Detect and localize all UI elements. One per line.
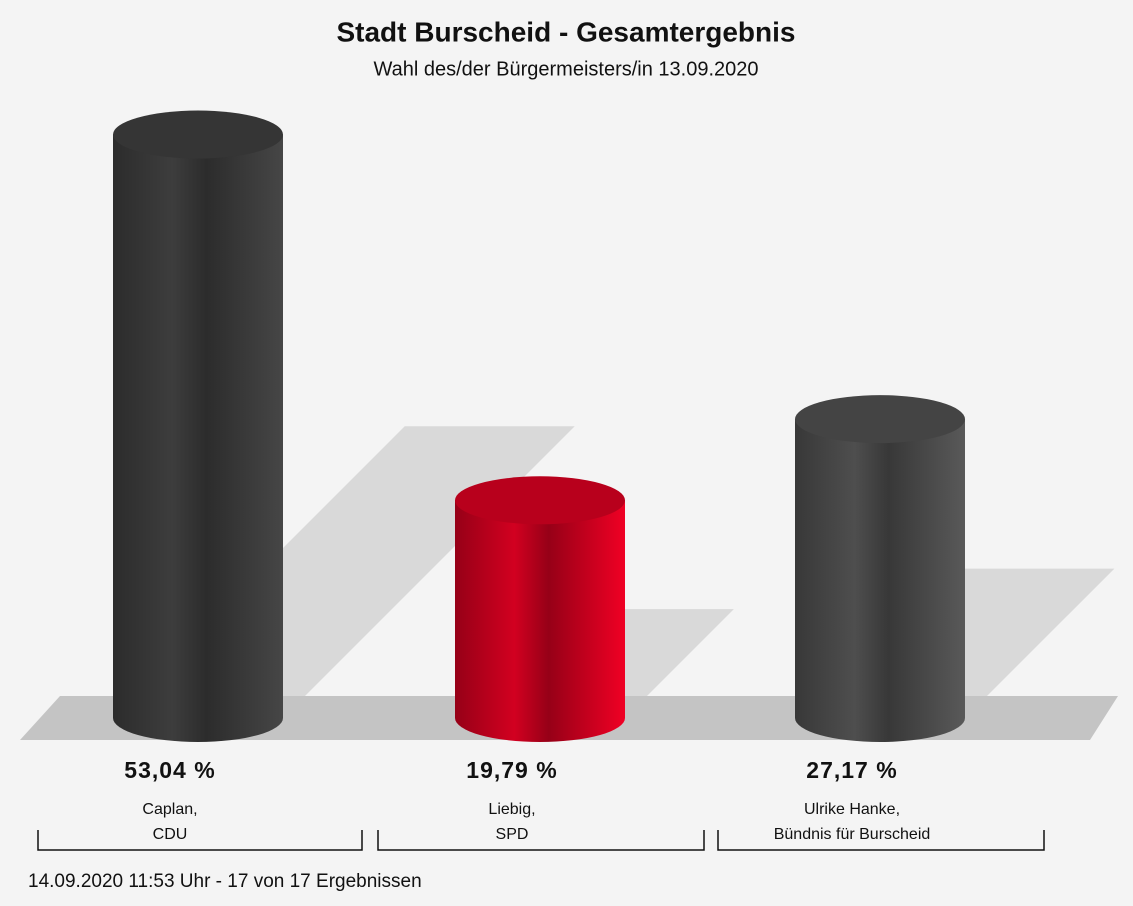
bar bbox=[795, 419, 965, 742]
category-label: Caplan, bbox=[142, 801, 197, 818]
bar bbox=[113, 134, 283, 742]
category-label: Ulrike Hanke, bbox=[804, 801, 900, 818]
bar-top bbox=[113, 110, 283, 159]
category-bracket bbox=[37, 830, 363, 851]
category-bracket bbox=[377, 830, 705, 851]
value-label: 53,04 % bbox=[124, 757, 215, 783]
category-label: CDU bbox=[153, 826, 188, 843]
category-label: Liebig, bbox=[488, 801, 535, 818]
chart-title: Stadt Burscheid - Gesamtergebnis bbox=[336, 16, 795, 47]
value-label: 27,17 % bbox=[806, 757, 897, 783]
bar-top bbox=[455, 476, 625, 525]
category-label: Bündnis für Burscheid bbox=[774, 826, 931, 843]
footnote: 14.09.2020 11:53 Uhr - 17 von 17 Ergebni… bbox=[28, 871, 422, 892]
value-label: 19,79 % bbox=[466, 757, 557, 783]
bar-top bbox=[795, 395, 965, 444]
category-bracket bbox=[717, 830, 1045, 851]
category-label: SPD bbox=[496, 826, 529, 843]
bar bbox=[455, 500, 625, 742]
chart-subtitle: Wahl des/der Bürgermeisters/in 13.09.202… bbox=[373, 58, 758, 80]
